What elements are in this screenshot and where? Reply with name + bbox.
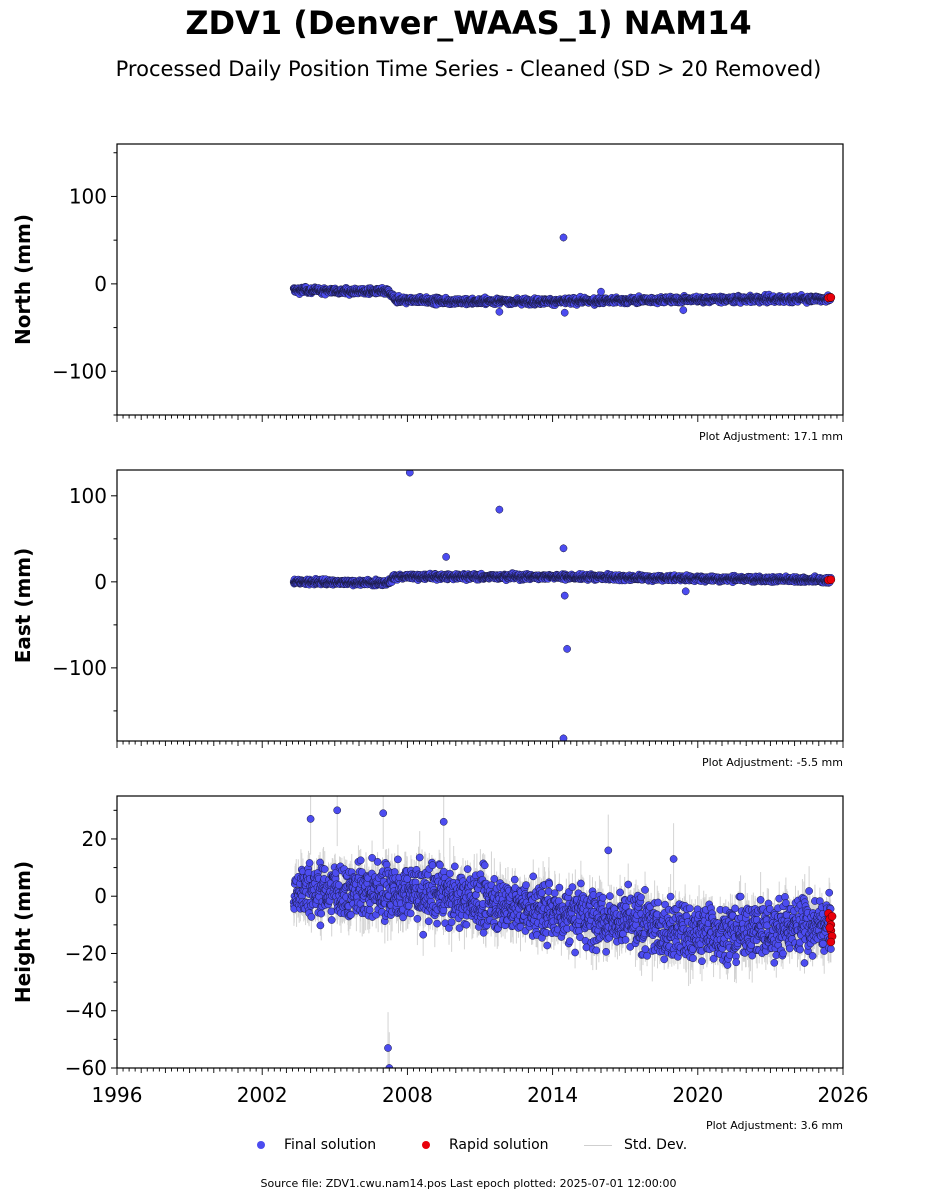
chart-title: ZDV1 (Denver_WAAS_1) NAM14	[185, 4, 752, 42]
final-point	[679, 306, 688, 314]
final-solution-points	[289, 233, 835, 317]
plot-adjustment-note: Plot Adjustment: 17.1 mm	[699, 430, 843, 443]
rapid-point	[826, 293, 836, 302]
data-layer	[289, 233, 836, 318]
rapid-solution-points	[824, 293, 836, 303]
chart-subtitle: Processed Daily Position Time Series - C…	[115, 57, 822, 81]
std-dev-bars	[293, 470, 832, 741]
y-tick-label: −100	[52, 359, 107, 383]
final-point	[495, 307, 504, 316]
data-layer	[289, 470, 836, 741]
panel-north: −100 0 100 North (mm) Plot Adjustment: 17.1 …	[11, 143, 844, 443]
plot-frame	[116, 143, 844, 416]
final-point	[597, 287, 605, 296]
y-tick-label: 0	[94, 272, 107, 296]
y-tick-label: 100	[69, 184, 107, 208]
final-point	[559, 233, 568, 242]
final-point	[560, 308, 569, 317]
y-axis-label: North (mm)	[11, 214, 35, 345]
